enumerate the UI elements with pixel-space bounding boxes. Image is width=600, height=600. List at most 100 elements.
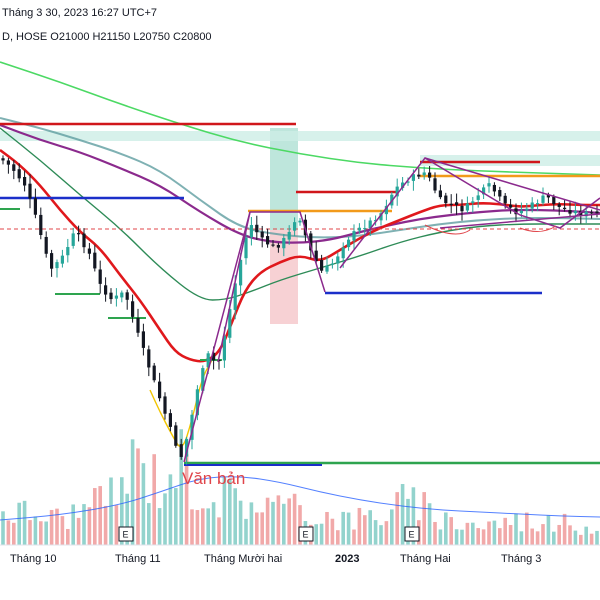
- candle-body: [71, 233, 75, 246]
- candle-body: [357, 227, 361, 231]
- candle-body: [498, 190, 502, 197]
- volume-bar: [195, 510, 200, 545]
- volume-bar: [352, 529, 356, 545]
- resistance-zone-top[interactable]: [0, 131, 600, 141]
- candle-body: [584, 211, 588, 217]
- candle-body: [325, 265, 329, 272]
- volume-bar: [157, 508, 162, 545]
- volume-bar: [147, 503, 151, 545]
- x-tick-label: Tháng Mười hai: [204, 553, 282, 565]
- volume-bar: [222, 477, 227, 545]
- volume-bar: [471, 522, 475, 545]
- volume-bar: [217, 517, 221, 545]
- candle-body: [50, 253, 54, 269]
- volume-bar: [433, 521, 437, 545]
- event-marker[interactable]: E: [404, 526, 420, 542]
- x-tick-label: Tháng 3: [501, 553, 541, 565]
- volume-bar: [33, 516, 38, 545]
- candle-body: [109, 292, 113, 300]
- chart-timestamp: Tháng 3 30, 2023 16:27 UTC+7: [2, 7, 157, 19]
- candle-body: [336, 256, 340, 264]
- candle-body: [541, 195, 545, 203]
- volume-bar: [330, 518, 335, 545]
- candle-body: [287, 231, 291, 240]
- volume-bar: [44, 521, 48, 545]
- volume-bar: [503, 517, 507, 545]
- candle-body: [363, 227, 367, 230]
- candle-body: [384, 205, 388, 215]
- text-annotation[interactable]: Văn bản: [182, 469, 245, 488]
- triangle-lower-trendline[interactable]: [439, 213, 600, 229]
- volume-bar: [287, 498, 291, 545]
- volume-bar: [39, 521, 43, 545]
- candle-body: [77, 233, 81, 235]
- price-candles: [1, 155, 599, 465]
- volume-bar: [595, 530, 599, 545]
- candle-body: [320, 259, 324, 271]
- volume-bar: [130, 439, 135, 545]
- ma-mid-line: [0, 123, 600, 244]
- pattern-zigzag-right[interactable]: [339, 157, 600, 269]
- volume-bar: [530, 528, 534, 545]
- volume-bar: [120, 477, 124, 545]
- volume-bar: [492, 520, 497, 545]
- volume-bars: [1, 429, 599, 545]
- x-tick-label: 2023: [335, 553, 359, 565]
- volume-bar: [190, 509, 194, 545]
- event-marker[interactable]: E: [118, 526, 134, 542]
- candle-body: [492, 184, 496, 192]
- candle-body: [411, 174, 415, 181]
- event-marker[interactable]: E: [298, 526, 314, 542]
- volume-bar: [136, 448, 140, 545]
- pattern-leg[interactable]: [217, 211, 251, 363]
- candle-body: [444, 195, 448, 204]
- candle-body: [525, 208, 529, 211]
- volume-bar: [465, 522, 470, 545]
- volume-bar: [282, 503, 286, 545]
- triangle-upper-trendline[interactable]: [424, 157, 600, 211]
- candle-body: [60, 255, 64, 264]
- volume-bar: [98, 486, 102, 545]
- volume-bar: [260, 512, 264, 545]
- candle-body: [1, 158, 5, 161]
- volume-bar: [141, 463, 146, 545]
- candle-body: [114, 295, 118, 299]
- volume-bar: [552, 531, 556, 545]
- candle-body: [482, 187, 486, 195]
- candle-body: [93, 252, 97, 269]
- candle-body: [519, 210, 523, 214]
- volume-bar: [87, 507, 92, 545]
- x-tick-label: Tháng Hai: [400, 553, 451, 565]
- pattern-zigzag-left[interactable]: [183, 211, 326, 463]
- candle-body: [406, 181, 410, 183]
- volume-bar: [589, 533, 594, 545]
- curve-sketch-right[interactable]: [519, 225, 557, 232]
- volume-bar: [535, 531, 540, 545]
- volume-bar: [519, 531, 524, 545]
- volume-bar: [584, 526, 588, 545]
- candle-body: [309, 233, 313, 251]
- volume-bar: [319, 523, 324, 545]
- x-tick-label: Tháng 11: [115, 553, 161, 565]
- candle-body: [282, 237, 286, 249]
- volume-bar: [17, 502, 21, 545]
- volume-bar: [109, 477, 113, 545]
- volume-bar: [400, 484, 405, 545]
- volume-bar: [125, 493, 129, 545]
- candle-body: [455, 202, 459, 205]
- candle-body: [428, 172, 432, 178]
- ma-teal-line: [0, 117, 600, 239]
- candle-body: [222, 335, 226, 361]
- volume-bar: [422, 492, 426, 545]
- resistance-zone-right[interactable]: [420, 155, 600, 166]
- candle-body: [552, 196, 556, 205]
- candle-body: [212, 352, 216, 361]
- event-marker-box: [298, 526, 314, 542]
- curve-sketch-left[interactable]: [424, 224, 471, 235]
- long-position-target-zone[interactable]: [270, 128, 298, 230]
- candle-body: [163, 396, 167, 414]
- ma-slow-line: [0, 127, 600, 301]
- volume-bar: [568, 525, 572, 545]
- volume-bar: [508, 525, 513, 545]
